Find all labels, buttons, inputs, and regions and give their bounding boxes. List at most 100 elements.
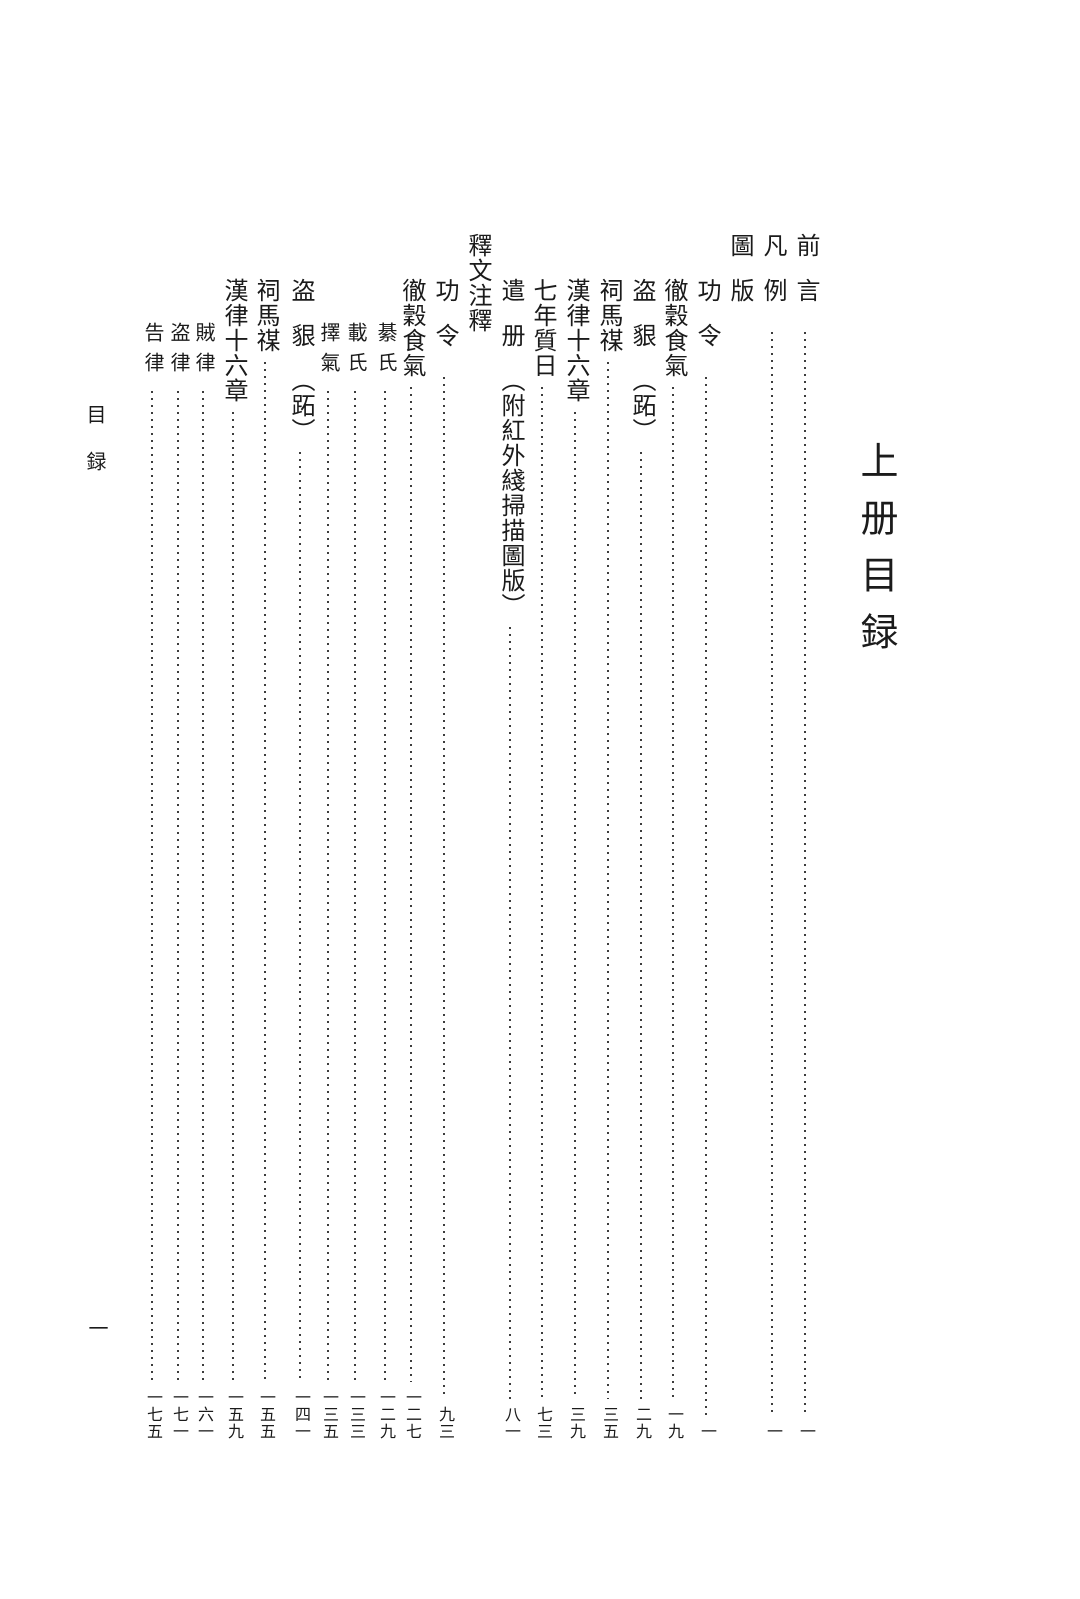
- toc-entry: 盗貇（跖） 一四一: [285, 278, 315, 1440]
- entry-page-number: 九三: [436, 1406, 453, 1440]
- entry-title-text: 盗律: [167, 322, 189, 382]
- entry-page-number: 一三五: [320, 1389, 337, 1440]
- dotted-leader: [705, 377, 707, 1416]
- entry-title: 綦氏: [374, 322, 396, 382]
- entry-title: 賊律: [192, 322, 214, 382]
- entry-title-text: 盗貇: [628, 278, 654, 368]
- entry-title-text: 圖版: [726, 233, 752, 323]
- toc-entry: 功令一: [691, 278, 721, 1440]
- volume-title: 上册目録: [854, 441, 896, 669]
- toc-subentry: 賊律 一六一: [191, 322, 215, 1440]
- entry-page-number: 一七五: [144, 1389, 161, 1440]
- dotted-leader: [264, 362, 266, 1382]
- toc-front-matter-entry: 前言一: [790, 233, 820, 1440]
- toc-subentry: 載氏 一三三: [343, 322, 367, 1440]
- entry-page-number: 一二七: [403, 1389, 420, 1440]
- dotted-leader: [574, 412, 576, 1399]
- entry-title-text: 祠馬禖: [595, 278, 621, 353]
- toc-entry: 祠馬禖 一五五: [250, 278, 280, 1440]
- entry-page-number: 一五九: [225, 1389, 242, 1440]
- dotted-leader: [177, 391, 179, 1382]
- entry-page-number: 一: [698, 1423, 715, 1440]
- entry-title: 盗律: [167, 322, 189, 382]
- dotted-leader: [384, 391, 386, 1382]
- entry-title: 盗貇（跖）: [628, 278, 654, 443]
- toc-subentry: 綦氏 一二九: [373, 322, 397, 1440]
- dotted-leader: [509, 627, 511, 1399]
- dotted-leader: [327, 391, 329, 1382]
- entry-title-annotation: （跖）: [628, 368, 654, 443]
- dotted-leader: [541, 387, 543, 1399]
- dotted-leader: [232, 412, 234, 1382]
- entry-title-text: 功令: [431, 278, 457, 368]
- dotted-leader: [607, 362, 609, 1399]
- entry-title-text: 徹穀食氣: [660, 278, 686, 378]
- entry-page-number: 三五: [600, 1406, 617, 1440]
- entry-page-number: 一七一: [170, 1389, 187, 1440]
- entry-page-number: 一四一: [292, 1389, 309, 1440]
- entry-page-number: 八一: [502, 1406, 519, 1440]
- entry-page-number: 三九: [567, 1406, 584, 1440]
- toc-entry: 徹穀食氣 一二七: [396, 278, 426, 1440]
- entry-page-number: 一: [797, 1423, 814, 1440]
- entry-title-text: 徹穀食氣: [398, 278, 424, 378]
- dotted-leader: [151, 391, 153, 1382]
- toc-subentry: 告律 一七五: [140, 322, 164, 1440]
- entry-title: 盗貇（跖）: [287, 278, 313, 443]
- toc-entry: 漢律十六章 一五九: [218, 278, 248, 1440]
- toc-section-header: 釋文注釋: [462, 233, 492, 1440]
- dotted-leader: [410, 387, 412, 1382]
- dotted-leader: [299, 452, 301, 1382]
- entry-title-text: 祠馬禖: [252, 278, 278, 353]
- entry-title-text: 前言: [792, 233, 818, 323]
- entry-title-annotation: （跖）: [287, 368, 313, 443]
- entry-title-text: 漢律十六章: [220, 278, 246, 403]
- entry-title-text: 擇氣: [317, 322, 339, 382]
- dotted-leader: [771, 332, 773, 1416]
- entry-page-number: 一二九: [377, 1389, 394, 1440]
- entry-title-text: 盗貇: [287, 278, 313, 368]
- entry-title-text: 凡例: [759, 233, 785, 323]
- entry-title-text: 賊律: [192, 322, 214, 382]
- entry-title-text: 載氏: [344, 322, 366, 382]
- entry-title: 告律: [141, 322, 163, 382]
- toc-entry: 功令 九三: [429, 278, 459, 1440]
- entry-page-number: 一九: [665, 1406, 682, 1440]
- dotted-leader: [672, 387, 674, 1399]
- running-header: 目録: [83, 404, 105, 498]
- dotted-leader: [202, 391, 204, 1382]
- toc-subentry: 擇氣 一三五: [316, 322, 340, 1440]
- toc-entry: 遣册（附紅外綫掃描圖版） 八一: [495, 278, 525, 1440]
- entry-title-text: 告律: [141, 322, 163, 382]
- toc-entry: 徹穀食氣 一九: [658, 278, 688, 1440]
- entry-title-text: 遣册: [497, 278, 523, 368]
- entry-title: 祠馬禖: [595, 278, 621, 353]
- entry-title: 載氏: [344, 322, 366, 382]
- entry-page-number: 一六一: [195, 1389, 212, 1440]
- entry-title-text: 漢律十六章: [562, 278, 588, 403]
- entry-title: 漢律十六章: [220, 278, 246, 403]
- entry-title: 祠馬禖: [252, 278, 278, 353]
- toc-section-header: 圖版: [724, 233, 754, 1440]
- dotted-leader: [804, 332, 806, 1416]
- entry-title: 功令: [431, 278, 457, 368]
- entry-title: 徹穀食氣: [398, 278, 424, 378]
- entry-title: 遣册（附紅外綫掃描圖版）: [497, 278, 523, 618]
- entry-title: 釋文注釋: [464, 233, 490, 333]
- entry-title: 凡例: [759, 233, 785, 323]
- dotted-leader: [640, 452, 642, 1399]
- entry-title: 擇氣: [317, 322, 339, 382]
- folio-page-number: 一: [85, 1318, 107, 1338]
- toc-entry: 漢律十六章 三九: [560, 278, 590, 1440]
- entry-title-annotation: （附紅外綫掃描圖版）: [497, 368, 523, 618]
- entry-title: 前言: [792, 233, 818, 323]
- entry-page-number: 七三: [534, 1406, 551, 1440]
- entry-title: 漢律十六章: [562, 278, 588, 403]
- entry-title: 圖版: [726, 233, 752, 323]
- entry-title-text: 釋文注釋: [464, 233, 490, 333]
- entry-page-number: 一五五: [257, 1389, 274, 1440]
- entry-title: 七年質日: [529, 278, 555, 378]
- dotted-leader: [354, 391, 356, 1382]
- dotted-leader: [443, 377, 445, 1399]
